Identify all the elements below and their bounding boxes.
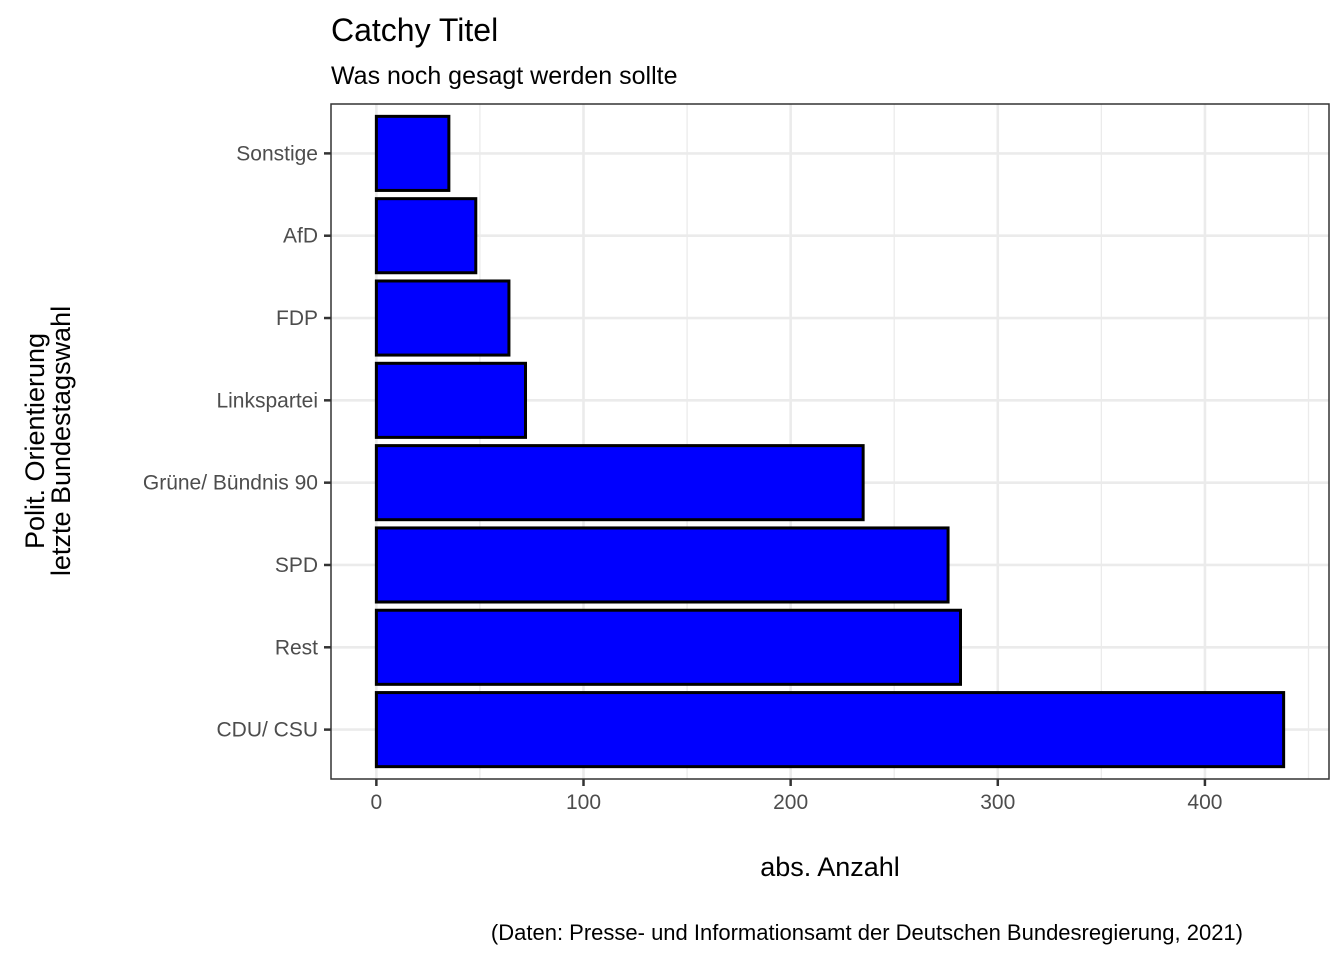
y-tick-label: AfD [283, 225, 318, 248]
x-tick-label: 300 [980, 791, 1015, 814]
x-tick-label: 200 [773, 791, 808, 814]
panel [330, 103, 1330, 780]
y-tick-label: Linkspartei [216, 389, 318, 412]
y-tick-label: Rest [275, 636, 318, 659]
bar [374, 197, 478, 275]
y-tick-label: Sonstige [236, 142, 318, 165]
y-tick-label: SPD [275, 554, 318, 577]
x-tick-label: 0 [371, 791, 383, 814]
bar [374, 608, 962, 686]
bar [374, 444, 865, 522]
bar [374, 526, 950, 604]
bar [374, 114, 451, 192]
bar [374, 361, 528, 439]
y-axis-title: Polit. Orientierung letzte Bundestagswah… [20, 306, 76, 576]
bar [374, 279, 511, 357]
panel-border [330, 103, 1330, 780]
x-tick-label: 100 [566, 791, 601, 814]
bar [374, 691, 1286, 769]
y-tick-label: Grüne/ Bündnis 90 [143, 472, 318, 495]
y-axis-title-line-2: letzte Bundestagswahl [46, 306, 76, 576]
x-axis: 0 100 200 300 400 [371, 779, 1222, 814]
x-tick-label: 400 [1187, 791, 1222, 814]
y-tick-label: FDP [276, 307, 318, 330]
bars [374, 114, 1286, 769]
chart-title: Catchy Titel [331, 12, 498, 48]
x-axis-title: abs. Anzahl [760, 852, 900, 882]
caption: (Daten: Presse- und Informationsamt der … [491, 920, 1243, 945]
y-tick-label: CDU/ CSU [216, 719, 318, 742]
y-axis-title-line-1: Polit. Orientierung [20, 333, 50, 549]
chart-subtitle: Was noch gesagt werden sollte [331, 62, 677, 90]
y-axis: CDU/ CSU Rest SPD Grüne/ Bündnis 90 Linkspar… [143, 142, 331, 742]
